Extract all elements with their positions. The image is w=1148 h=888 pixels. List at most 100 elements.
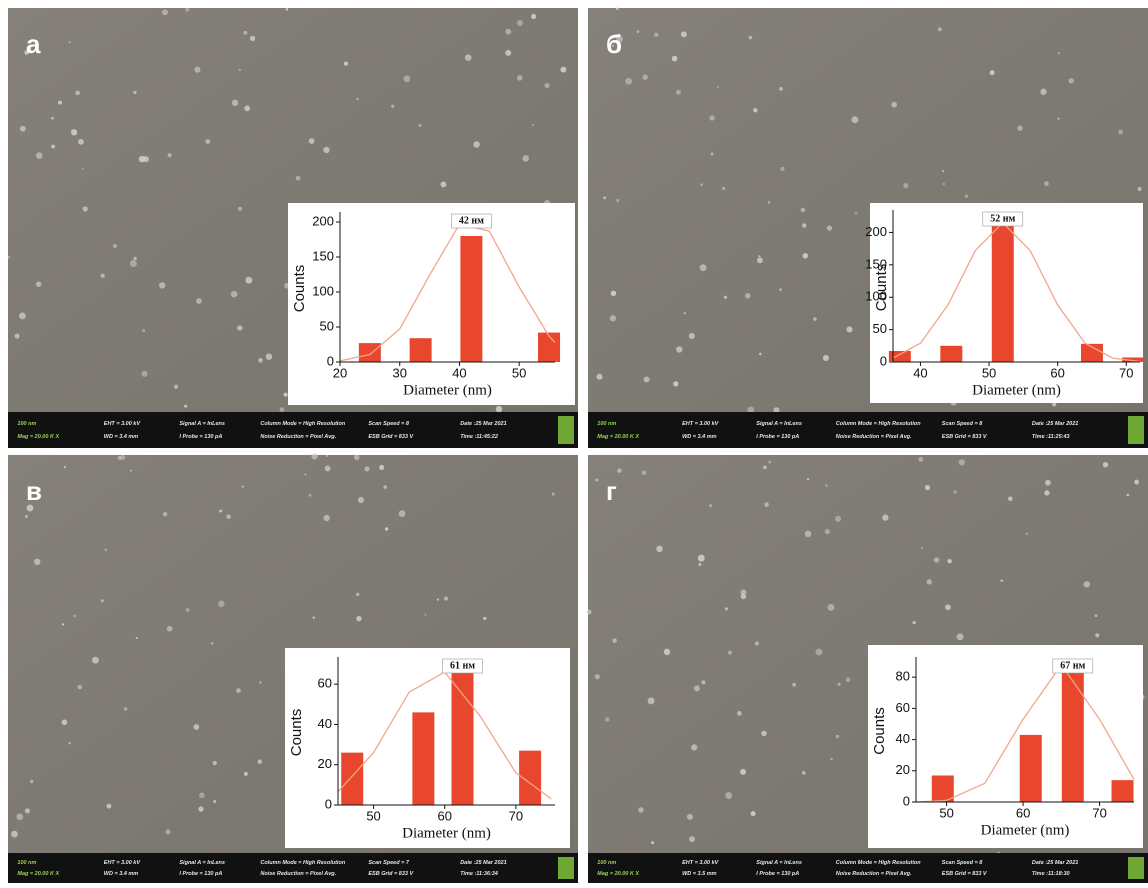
particle <box>218 601 225 608</box>
particle <box>379 465 384 470</box>
particle <box>134 257 137 260</box>
particle <box>943 183 945 185</box>
info-text: EHT = 3.00 kV <box>104 421 142 427</box>
y-tick-label: 100 <box>312 283 334 298</box>
particle <box>882 514 888 520</box>
particle <box>496 406 502 412</box>
bar <box>940 346 962 362</box>
particle <box>612 638 616 642</box>
particle <box>827 225 832 230</box>
info-text: I Probe = 130 pA <box>756 871 799 877</box>
x-axis-label: Diameter (nm) <box>972 382 1061 398</box>
particle <box>664 649 670 655</box>
panel-label: б <box>606 29 622 59</box>
particle <box>213 761 217 765</box>
particle <box>174 385 178 389</box>
particle <box>560 67 566 73</box>
particle <box>444 597 448 601</box>
x-tick-label: 70 <box>1119 365 1133 380</box>
bar <box>341 753 363 805</box>
y-tick-label: 20 <box>896 762 910 777</box>
particle <box>709 115 714 120</box>
particle <box>311 453 317 459</box>
particle <box>284 393 288 397</box>
particle <box>1126 494 1129 497</box>
sem-panel: 100 nmMag = 20.00 K XEHT = 3.00 kVWD = 3… <box>588 7 1148 448</box>
info-text: Scan Speed = 8 <box>942 860 983 866</box>
x-axis-label: Diameter (nm) <box>402 825 491 841</box>
particle <box>1095 633 1099 637</box>
info-text: ESB Grid = 833 V <box>942 434 988 440</box>
particle <box>184 405 187 408</box>
sem-panel: 100 nmMag = 20.00 K XEHT = 3.00 kVWD = 3… <box>8 8 578 448</box>
particle <box>689 333 695 339</box>
info-text: Time :11:25:43 <box>1032 434 1070 440</box>
x-tick-label: 60 <box>1016 805 1030 820</box>
particle <box>30 780 33 783</box>
particle <box>68 742 70 744</box>
particle <box>101 599 104 602</box>
particle <box>763 465 767 469</box>
particle <box>323 515 329 521</box>
particle <box>78 139 84 145</box>
sem-panel: 100 nmMag = 20.00 K XEHT = 3.00 kVWD = 3… <box>587 455 1148 883</box>
info-text: Noise Reduction = Pixel Avg. <box>260 871 336 877</box>
particle <box>642 471 646 475</box>
x-tick-label: 50 <box>982 365 996 380</box>
particle <box>644 376 650 382</box>
particle <box>62 719 68 725</box>
y-tick-label: 0 <box>325 796 332 811</box>
particle <box>1044 181 1049 186</box>
x-axis-label: Diameter (nm) <box>403 382 492 398</box>
particle <box>813 317 816 320</box>
info-text: EHT = 3.00 kV <box>682 860 720 866</box>
y-tick-label: 0 <box>903 793 910 808</box>
particle <box>638 807 644 813</box>
info-bar <box>8 412 578 448</box>
particle <box>205 139 210 144</box>
particle <box>1044 490 1049 495</box>
particle <box>990 70 995 75</box>
particle <box>836 735 840 739</box>
particle <box>957 633 964 640</box>
bar <box>359 343 381 362</box>
particle <box>903 183 908 188</box>
particle <box>113 244 117 248</box>
y-tick-label: 0 <box>880 353 887 368</box>
particle <box>139 156 145 162</box>
particle <box>673 381 678 386</box>
particle <box>440 182 446 188</box>
particle <box>211 642 213 644</box>
y-axis-label: Counts <box>291 265 308 313</box>
particle <box>587 610 592 615</box>
particle <box>753 108 757 112</box>
particle <box>506 29 512 35</box>
particle <box>768 201 771 204</box>
particle <box>745 293 750 298</box>
particle <box>356 616 361 621</box>
particle <box>755 641 759 645</box>
particle <box>286 8 289 11</box>
particle <box>25 808 30 813</box>
x-tick-label: 20 <box>333 365 347 380</box>
particle <box>73 614 76 617</box>
particle <box>711 153 714 156</box>
particle <box>689 836 695 842</box>
particle <box>764 502 769 507</box>
particle <box>19 312 26 319</box>
particle <box>835 516 841 522</box>
particle <box>120 455 125 460</box>
particle <box>522 155 529 162</box>
particle <box>758 255 760 257</box>
info-text: ESB Grid = 833 V <box>368 434 414 440</box>
particle <box>801 208 806 213</box>
particle <box>1058 52 1060 54</box>
particle <box>309 494 312 497</box>
particle <box>238 207 242 211</box>
particle <box>616 7 619 10</box>
particle <box>250 36 255 41</box>
particle <box>354 455 359 460</box>
info-text: Signal A = InLens <box>179 860 225 866</box>
particle <box>531 14 536 19</box>
info-text: Date :25 Mar 2021 <box>1032 860 1078 866</box>
